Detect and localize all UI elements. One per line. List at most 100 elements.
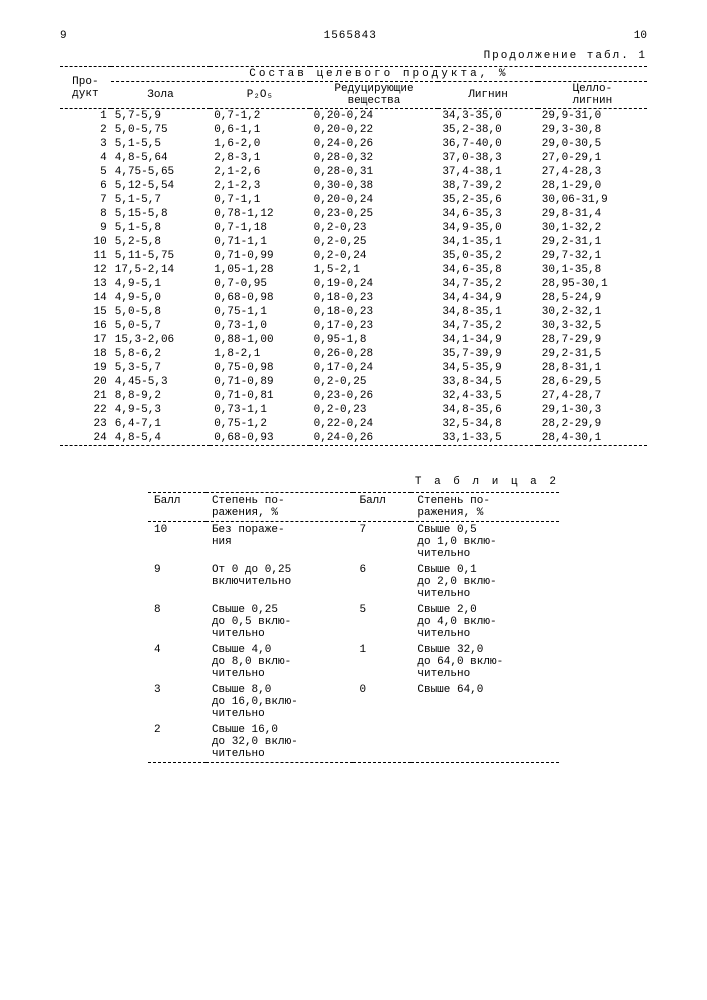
table-cell: 5,1-5,7	[111, 193, 210, 207]
table-cell: 0,88-1,00	[210, 333, 309, 347]
table-cell: 1	[60, 109, 111, 124]
table-cell: 0,28-0,31	[310, 165, 439, 179]
table-cell: 1,05-1,28	[210, 263, 309, 277]
table-cell: 34,1-35,1	[438, 235, 537, 249]
table-cell: 0,2-0,25	[310, 235, 439, 249]
table-cell: Свыше 0,1 до 2,0 вклю- чительно	[411, 562, 559, 602]
table-cell: 4	[60, 151, 111, 165]
table-cell: 27,0-29,1	[538, 151, 647, 165]
table-cell: 29,8-31,4	[538, 207, 647, 221]
table-cell: 14	[60, 291, 111, 305]
table-cell: 0,22-0,24	[310, 417, 439, 431]
group-header: Состав целевого продукта, %	[111, 67, 647, 82]
table-cell: 13	[60, 277, 111, 291]
table-cell: 28,2-29,9	[538, 417, 647, 431]
table-cell: Свыше 64,0	[411, 682, 559, 722]
table-cell: 0,20-0,24	[310, 193, 439, 207]
table-cell: 15	[60, 305, 111, 319]
table-cell: 29,2-31,5	[538, 347, 647, 361]
table-cell: 33,8-34,5	[438, 375, 537, 389]
table-cell: 5,15-5,8	[111, 207, 210, 221]
table-cell: 10	[60, 235, 111, 249]
table-cell: 4,8-5,4	[111, 431, 210, 446]
table-cell: 0,71-0,99	[210, 249, 309, 263]
col-reducing: Редуцирующие вещества	[310, 82, 439, 109]
table-cell: 9	[148, 562, 206, 602]
table-cell: 18	[60, 347, 111, 361]
table-cell: 30,06-31,9	[538, 193, 647, 207]
table-cell: 0,30-0,38	[310, 179, 439, 193]
table-cell: 5,0-5,75	[111, 123, 210, 137]
table-cell: 6	[60, 179, 111, 193]
t2-col-ball-l: Балл	[148, 493, 206, 522]
table-cell: 34,8-35,1	[438, 305, 537, 319]
table-cell: 34,9-35,0	[438, 221, 537, 235]
table-cell: 0,26-0,28	[310, 347, 439, 361]
table-cell: 29,3-30,8	[538, 123, 647, 137]
table-cell: Свыше 32,0 до 64,0 вклю- чительно	[411, 642, 559, 682]
table-cell: 34,4-34,9	[438, 291, 537, 305]
table-cell: 0,68-0,98	[210, 291, 309, 305]
table-cell: 22	[60, 403, 111, 417]
table-1: Про- дукт Состав целевого продукта, % Зо…	[60, 66, 647, 446]
table2-body: 10Без пораже- ния7Свыше 0,5 до 1,0 вклю-…	[148, 522, 559, 763]
table-cell: 34,7-35,2	[438, 319, 537, 333]
table-cell: 34,8-35,6	[438, 403, 537, 417]
table-cell: 30,1-32,2	[538, 221, 647, 235]
table-cell: 5,2-5,8	[111, 235, 210, 249]
table-cell: 0,7-1,1	[210, 193, 309, 207]
table-cell: 4,45-5,3	[111, 375, 210, 389]
table-cell: 35,0-35,2	[438, 249, 537, 263]
table-cell: 0,17-0,23	[310, 319, 439, 333]
table-cell: 28,4-30,1	[538, 431, 647, 446]
table-cell: 5,3-5,7	[111, 361, 210, 375]
table-cell: 34,6-35,8	[438, 263, 537, 277]
table-cell: 32,4-33,5	[438, 389, 537, 403]
table-cell: 4,9-5,1	[111, 277, 210, 291]
table-cell: 0,68-0,93	[210, 431, 309, 446]
table-cell: 4,9-5,0	[111, 291, 210, 305]
table-cell: Свыше 8,0 до 16,0,вклю- чительно	[206, 682, 354, 722]
table-cell: 5,1-5,5	[111, 137, 210, 151]
t2-col-deg-r: Степень по- ражения, %	[411, 493, 559, 522]
table-cell: 0,71-0,89	[210, 375, 309, 389]
table-cell: 28,8-31,1	[538, 361, 647, 375]
table-cell: 35,2-38,0	[438, 123, 537, 137]
table-cell: 0,20-0,22	[310, 123, 439, 137]
col-cellolignin: Целло- лигнин	[538, 82, 647, 109]
page-left: 9	[60, 30, 67, 42]
table-cell: 2	[148, 722, 206, 763]
table-cell: 7	[353, 522, 411, 563]
table-cell: 5,11-5,75	[111, 249, 210, 263]
table-cell: 0,2-0,23	[310, 221, 439, 235]
table-cell: 0,24-0,26	[310, 431, 439, 446]
table-cell: 0,23-0,26	[310, 389, 439, 403]
table1-body: 15,7-5,90,7-1,20,20-0,2434,3-35,029,9-31…	[60, 109, 647, 446]
table-cell: 30,2-32,1	[538, 305, 647, 319]
page-header: 9 1565843 10	[60, 30, 647, 42]
table-cell: Свыше 16,0 до 32,0 вклю- чительно	[206, 722, 354, 763]
table-cell: 30,3-32,5	[538, 319, 647, 333]
table-cell: 23	[60, 417, 111, 431]
table-cell: 0,19-0,24	[310, 277, 439, 291]
table-cell: 0,7-0,95	[210, 277, 309, 291]
table-cell: 5,12-5,54	[111, 179, 210, 193]
table-cell: 10	[148, 522, 206, 563]
table-cell: 0,71-1,1	[210, 235, 309, 249]
table-cell: 4,8-5,64	[111, 151, 210, 165]
table-cell: 0,7-1,2	[210, 109, 309, 124]
table-cell: 2,1-2,6	[210, 165, 309, 179]
table-cell: 0,6-1,1	[210, 123, 309, 137]
table-cell: Свыше 4,0 до 8,0 вклю- чительно	[206, 642, 354, 682]
table-cell	[411, 722, 559, 763]
table-cell: 12	[60, 263, 111, 277]
table-cell: 17	[60, 333, 111, 347]
table-cell: 0,75-1,1	[210, 305, 309, 319]
table-cell: 34,5-35,9	[438, 361, 537, 375]
table-cell	[353, 722, 411, 763]
table-cell: 38,7-39,2	[438, 179, 537, 193]
table-cell: 1,5-2,1	[310, 263, 439, 277]
table-cell: Свыше 2,0 до 4,0 вклю- чительно	[411, 602, 559, 642]
table-cell: 4,9-5,3	[111, 403, 210, 417]
table-cell: 28,95-30,1	[538, 277, 647, 291]
